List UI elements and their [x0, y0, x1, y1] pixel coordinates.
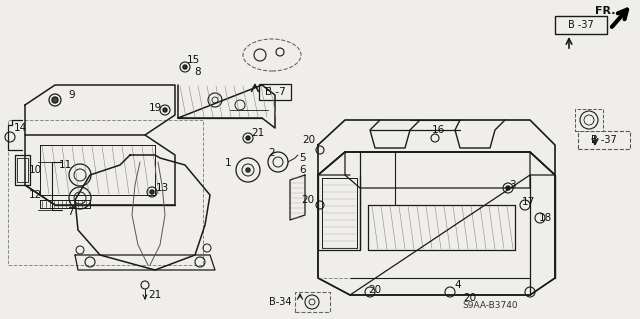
Text: B-34: B-34 — [269, 297, 291, 307]
Circle shape — [163, 108, 167, 112]
Text: 20: 20 — [303, 135, 316, 145]
Text: 6: 6 — [300, 165, 307, 175]
Text: 17: 17 — [522, 197, 534, 207]
Text: B -37: B -37 — [568, 20, 594, 30]
Text: 11: 11 — [58, 160, 72, 170]
Circle shape — [150, 190, 154, 194]
Text: 4: 4 — [454, 280, 461, 290]
Circle shape — [506, 186, 510, 190]
Text: 15: 15 — [186, 55, 200, 65]
Circle shape — [52, 97, 58, 103]
Text: 18: 18 — [538, 213, 552, 223]
Text: 5: 5 — [300, 153, 307, 163]
Text: 21: 21 — [148, 290, 162, 300]
Text: 1: 1 — [225, 158, 231, 168]
Text: 16: 16 — [431, 125, 445, 135]
Text: FR.: FR. — [595, 6, 615, 16]
Text: 9: 9 — [68, 90, 76, 100]
Bar — [295, 292, 330, 312]
Text: 2: 2 — [269, 148, 275, 158]
Text: B -37: B -37 — [591, 135, 617, 145]
Text: 20: 20 — [463, 293, 477, 303]
Text: 20: 20 — [369, 285, 381, 295]
Text: B -7: B -7 — [264, 87, 285, 97]
Bar — [575, 109, 603, 131]
Text: 12: 12 — [29, 190, 42, 200]
Text: 20: 20 — [301, 195, 315, 205]
Text: 7: 7 — [67, 207, 74, 217]
Text: 19: 19 — [148, 103, 162, 113]
Bar — [578, 131, 630, 149]
Text: 14: 14 — [13, 123, 27, 133]
Circle shape — [246, 136, 250, 140]
Text: 13: 13 — [156, 183, 168, 193]
Text: 21: 21 — [252, 128, 264, 138]
Text: S9AA-B3740: S9AA-B3740 — [462, 300, 518, 309]
Text: 3: 3 — [509, 180, 515, 190]
Bar — [8, 120, 203, 265]
Bar — [259, 84, 291, 100]
Circle shape — [183, 65, 187, 69]
Circle shape — [246, 168, 250, 172]
Text: 8: 8 — [195, 67, 202, 77]
Bar — [555, 16, 607, 34]
Text: 10: 10 — [29, 165, 42, 175]
